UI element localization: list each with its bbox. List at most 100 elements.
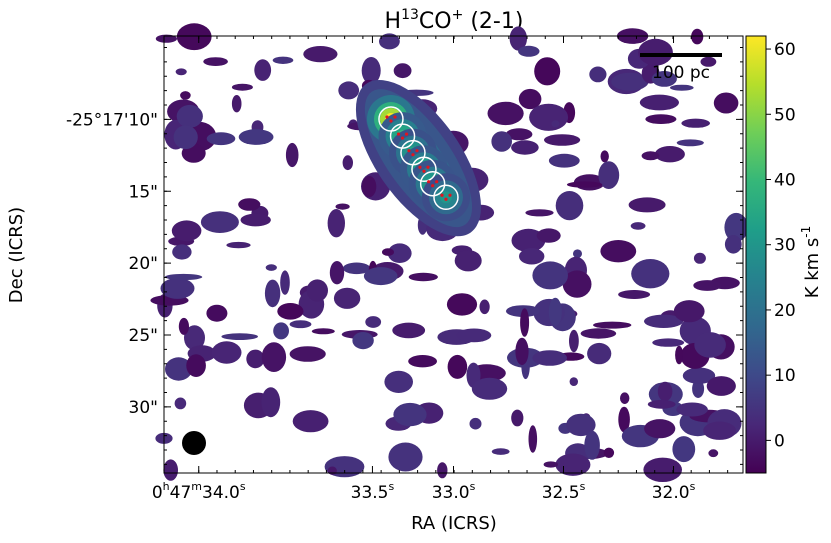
noise-patch — [631, 259, 670, 289]
noise-patch — [589, 66, 607, 83]
noise-patch — [528, 425, 538, 453]
noise-patch — [200, 211, 239, 234]
aperture-circle — [411, 156, 437, 183]
noise-patch — [469, 417, 482, 430]
source-dot — [393, 115, 397, 119]
x-tick-label: 33.5s — [351, 480, 395, 503]
colorbar-tick-label: 60 — [774, 40, 796, 60]
noise-patch — [335, 203, 350, 210]
noise-patch — [240, 213, 271, 227]
source-dot — [407, 149, 411, 153]
noise-patch — [644, 314, 684, 328]
noise-patch — [620, 392, 630, 405]
y-tick-label: 30" — [129, 398, 158, 418]
noise-patch — [471, 377, 508, 400]
noise-patch — [176, 23, 212, 51]
source-dot — [418, 165, 422, 169]
noise-patch — [600, 150, 609, 163]
noise-patch — [548, 153, 580, 168]
noise-patch — [178, 317, 189, 335]
y-tick-label: 25" — [129, 326, 158, 346]
scale-bar-label: 100 pc — [652, 63, 710, 83]
noise-patch — [163, 459, 178, 481]
noise-patch — [285, 142, 299, 168]
noise-patch — [173, 125, 198, 150]
noise-patch — [446, 293, 478, 316]
colorbar-tick-label: 0 — [774, 431, 785, 451]
noise-patch — [303, 46, 338, 63]
noise-patch — [246, 349, 265, 369]
noise-patch — [532, 261, 568, 290]
x-axis-label: RA (ICRS) — [411, 513, 497, 534]
noise-patch — [238, 129, 274, 145]
noise-patch — [566, 413, 596, 437]
source-dot — [426, 165, 430, 169]
noise-patch — [706, 376, 736, 396]
noise-patch — [529, 103, 569, 131]
noise-patch — [644, 419, 676, 439]
noise-patch — [454, 250, 482, 272]
noise-patch — [692, 379, 705, 398]
noise-patch — [628, 197, 666, 213]
x-tick-labels: 0h47m34.0s 33.5s 33.0s 32.5s 32.0s — [152, 480, 696, 503]
noise-patch — [672, 436, 696, 463]
noise-patch — [382, 248, 394, 256]
y-axis-label: Dec (ICRS) — [6, 207, 27, 303]
noise-patch — [289, 346, 326, 362]
noise-patch — [693, 252, 706, 264]
source-dot — [400, 136, 405, 140]
colorbar-label: K km s-1 — [799, 226, 823, 299]
noise-patch — [511, 409, 524, 427]
noise-patch — [265, 264, 277, 271]
noise-patch — [580, 328, 617, 339]
noise-patch — [261, 387, 281, 418]
noise-patch — [379, 33, 400, 50]
x-tick-label: 33.0s — [432, 480, 476, 503]
noise-patch — [342, 155, 353, 171]
aperture-circle — [419, 170, 446, 197]
noise-patch — [569, 329, 579, 353]
noise-patch — [393, 402, 427, 427]
source-dot — [415, 149, 419, 153]
noise-patch — [543, 461, 558, 468]
noise-patch — [703, 421, 736, 440]
noise-patch — [392, 322, 426, 339]
noise-patch — [598, 161, 620, 190]
noise-patch — [691, 28, 704, 45]
source-dot — [427, 180, 431, 184]
aperture-circles — [378, 106, 459, 211]
noise-patch — [174, 397, 187, 410]
noise-patch — [525, 209, 554, 217]
x-tick-label: 0h47m34.0s — [152, 480, 246, 503]
noise-patch — [176, 104, 203, 128]
noise-patch — [611, 72, 649, 91]
noise-patch — [447, 354, 468, 379]
noise-patch — [311, 328, 335, 335]
noise-patch — [534, 57, 561, 86]
noise-patch — [206, 304, 228, 322]
noise-patch — [573, 249, 582, 258]
noise-patch — [643, 457, 682, 482]
noise-patch — [231, 83, 253, 91]
source-dot — [396, 132, 401, 136]
noise-patch — [238, 198, 261, 211]
noise-patch — [329, 261, 345, 285]
colorbar-tick-label: 40 — [774, 170, 796, 190]
colorbar-tick-label: 30 — [774, 236, 796, 256]
noise-patch — [700, 56, 717, 67]
noise-patch — [569, 377, 578, 386]
source-dot — [404, 132, 409, 136]
noise-patch — [515, 337, 529, 366]
noise-patch — [675, 345, 684, 365]
source-dot — [422, 169, 426, 173]
noise-patch — [171, 220, 202, 242]
noise-patch — [338, 81, 360, 100]
y-tick-label: 20" — [129, 254, 158, 274]
y-tick-label: 15" — [129, 182, 158, 202]
noise-patch — [694, 332, 726, 358]
noise-patch — [186, 354, 206, 377]
noise-patch — [352, 332, 374, 350]
x-tick-label: 32.0s — [652, 480, 696, 503]
noise-patch — [647, 399, 676, 409]
noise-patch — [566, 181, 603, 188]
